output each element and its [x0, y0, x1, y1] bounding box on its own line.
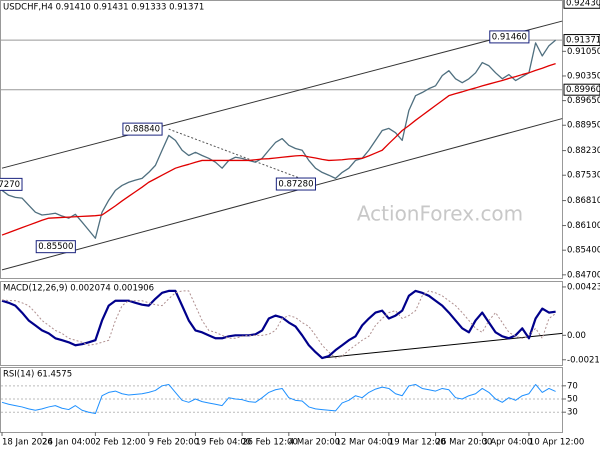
annotation-label: 0.85500 — [38, 242, 73, 252]
x-tick-label: 2 Feb 12:00 — [95, 438, 145, 448]
panel-title: RSI(14) 61.4575 — [3, 370, 72, 380]
x-tick-label: 26 Jan 04:00 — [42, 438, 96, 448]
panel-title: USDCHF,H4 0.91410 0.91431 0.91333 0.9137… — [3, 3, 204, 13]
x-tick-label: 12 Mar 04:00 — [336, 438, 393, 448]
annotation-box — [0, 177, 23, 191]
y-tick-label: 0.91050 — [567, 47, 600, 57]
y-tick-label: 0.86100 — [567, 221, 600, 231]
series-line — [1, 39, 557, 239]
trendline — [1, 118, 563, 271]
level-box — [563, 0, 600, 9]
y-tick-label: 0.00 — [567, 331, 586, 341]
x-tick-label: 4 Mar 20:00 — [289, 438, 340, 448]
rsi-panel — [0, 367, 563, 433]
annotation-label: 7270 — [0, 180, 20, 190]
macd-panel — [0, 281, 563, 366]
y-tick-label: 0.85400 — [567, 246, 600, 256]
level-label: 0.92430 — [566, 0, 600, 8]
x-tick-label: 18 Jan 2024 — [2, 438, 53, 448]
x-tick-label: 19 Feb 04:00 — [195, 438, 251, 448]
series-line — [1, 383, 556, 415]
level-label: 0.91371 — [566, 36, 600, 46]
x-tick-label: 9 Feb 20:00 — [149, 438, 199, 448]
y-tick-label: -0.002142 — [567, 355, 600, 365]
price-panel — [0, 0, 563, 279]
level-label: 0.89960 — [566, 85, 600, 95]
y-tick-label: 70 — [567, 381, 578, 391]
y-tick-label: 0.84700 — [567, 270, 600, 280]
level-box — [563, 34, 600, 47]
watermark: ActionForex.com — [357, 202, 523, 226]
y-tick-label: 50 — [567, 395, 578, 405]
y-tick-label: 0.88230 — [567, 146, 600, 156]
panel-title: MACD(12,26,9) 0.002074 0.001906 — [3, 284, 154, 294]
annotation-label: 0.88840 — [125, 125, 160, 135]
y-tick-label: 0.87530 — [567, 171, 600, 181]
annotation-box — [35, 240, 76, 254]
x-tick-label: 3 Apr 04:00 — [482, 438, 532, 448]
annotation-box — [275, 177, 316, 191]
annotation-box — [122, 122, 163, 136]
level-box — [563, 83, 600, 96]
y-tick-label: 0.88950 — [567, 121, 600, 131]
x-tick-label: 26 Mar 20:00 — [436, 438, 493, 448]
trendline — [1, 20, 563, 169]
y-tick-label: 0.004237 — [567, 282, 600, 292]
y-tick-label: 30 — [567, 408, 578, 418]
x-tick-label: 26 Feb 12:00 — [242, 438, 298, 448]
y-tick-label: 0.89650 — [567, 96, 600, 106]
series-line — [1, 63, 556, 236]
series-line — [1, 289, 556, 360]
trendline — [322, 332, 563, 359]
annotation-box — [489, 30, 530, 44]
y-tick-label: 0.90350 — [567, 71, 600, 81]
annotation-label: 0.91460 — [492, 32, 527, 42]
x-tick-label: 10 Apr 12:00 — [529, 438, 584, 448]
y-tick-label: 0.86810 — [567, 196, 600, 206]
annotation-label: 0.87280 — [278, 180, 313, 190]
x-tick-label: 19 Mar 12:00 — [389, 438, 446, 448]
